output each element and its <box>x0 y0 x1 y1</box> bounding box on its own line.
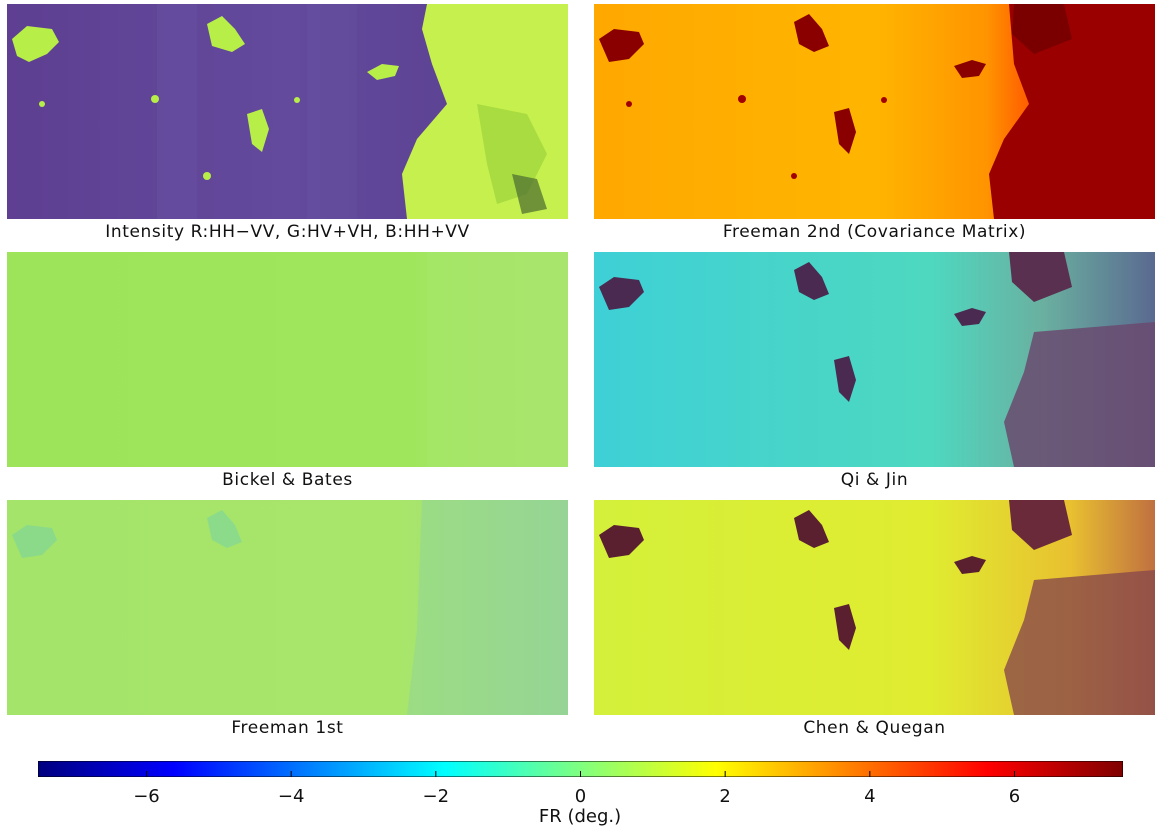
colorbar-tick-label: 2 <box>719 786 731 807</box>
freeman1-image <box>7 500 568 715</box>
colorbar-tick-label: 6 <box>1008 786 1021 807</box>
colorbar-tick-label: −4 <box>277 786 305 807</box>
freeman2-image-svg <box>594 4 1155 219</box>
qijin-image-svg <box>594 252 1155 467</box>
intensity-image-svg <box>7 4 568 219</box>
colorbar-gradient <box>38 761 1123 777</box>
colorbar-tick-label: −2 <box>422 786 450 807</box>
chen-image-svg <box>594 500 1155 715</box>
colorbar-tick-label: 4 <box>864 786 876 807</box>
chen-image <box>594 500 1155 715</box>
intensity-image <box>7 4 568 219</box>
freeman2-caption: Freeman 2nd (Covariance Matrix) <box>722 222 1027 242</box>
colorbar <box>38 761 1123 777</box>
bickel-image-svg <box>7 252 568 467</box>
intensity-caption: Intensity R:HH−VV, G:HV+VH, B:HH+VV <box>105 222 470 242</box>
qijin-image <box>594 252 1155 467</box>
freeman1-image-svg <box>7 500 568 715</box>
qijin-caption: Qi & Jin <box>840 470 909 490</box>
colorbar-tick-label: −6 <box>133 786 160 807</box>
colorbar-label: FR (deg.) <box>538 806 622 827</box>
freeman1-caption: Freeman 1st <box>231 718 344 738</box>
colorbar-tick-label: 0 <box>574 786 587 807</box>
bickel-caption: Bickel & Bates <box>222 470 353 490</box>
freeman2-image <box>594 4 1155 219</box>
bickel-image <box>7 252 568 467</box>
chen-caption: Chen & Quegan <box>803 718 946 738</box>
